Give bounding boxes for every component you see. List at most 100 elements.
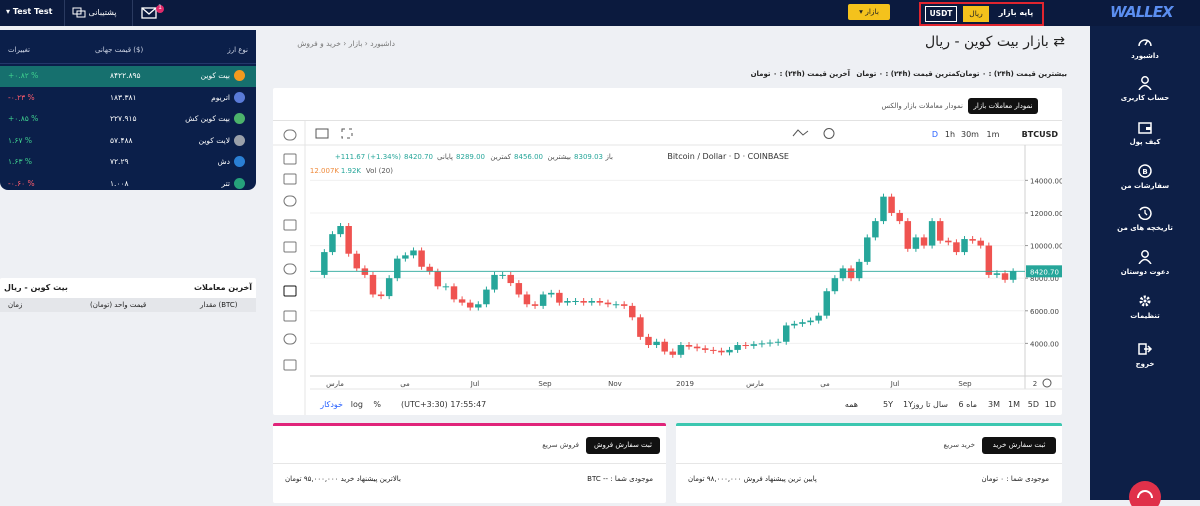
- indicator-button[interactable]: [823, 128, 835, 139]
- nav-label[interactable]: تنظیمات: [1130, 312, 1160, 320]
- candle: [466, 302, 474, 308]
- candle: [807, 320, 814, 323]
- candle: [661, 341, 668, 352]
- fullscreen-button[interactable]: [341, 128, 353, 139]
- market-button-label[interactable]: بازار: [865, 7, 879, 16]
- range-button[interactable]: همه: [845, 400, 858, 409]
- nav-icon: [1138, 206, 1152, 220]
- nav-item[interactable]: خروج: [1090, 342, 1200, 368]
- drawing-tool[interactable]: [283, 195, 297, 207]
- nav-item[interactable]: داشبورد: [1090, 34, 1200, 60]
- scale-option[interactable]: %: [373, 400, 381, 409]
- nav-label[interactable]: حساب کاربری: [1120, 94, 1170, 102]
- scale-option[interactable]: خودکار: [319, 400, 343, 409]
- breadcrumb-item[interactable]: بازار: [348, 39, 363, 48]
- interval[interactable]: 1h: [945, 130, 955, 139]
- symbol[interactable]: BTCUSD: [1022, 130, 1059, 139]
- nav-icon: [1138, 39, 1152, 47]
- drawing-tool[interactable]: [283, 285, 297, 297]
- market-row[interactable]: -۰.۶۰ % ۱.۰۰۸ تتر: [0, 174, 256, 195]
- range-button[interactable]: 5Y: [883, 400, 893, 409]
- user-menu[interactable]: ▾ Test Test: [6, 7, 53, 16]
- nav-item[interactable]: کیف پول: [1090, 120, 1200, 146]
- market-button[interactable]: بازار ▾: [848, 4, 890, 20]
- market-row[interactable]: ۱.۶۷ % ۵۷.۴۸۸ لایت کوین: [0, 131, 256, 152]
- last-price-tag: [1026, 265, 1062, 278]
- nav-label[interactable]: سفارشات من: [1120, 182, 1170, 190]
- drawing-tool[interactable]: [283, 219, 297, 231]
- candle: [604, 302, 612, 305]
- drawing-tool[interactable]: [283, 263, 297, 275]
- drawing-tool[interactable]: [283, 241, 297, 253]
- buy-order-button[interactable]: ثبت سفارش خرید: [982, 437, 1056, 454]
- nav-label[interactable]: دعوت دوستان: [1120, 268, 1170, 276]
- base-option[interactable]: ریال: [963, 6, 989, 22]
- column-header: مقدار (BTC): [200, 301, 238, 309]
- scale-option[interactable]: log: [351, 400, 363, 409]
- chart-tab[interactable]: نمودار معاملات بازار والکس: [881, 102, 963, 110]
- nav-item[interactable]: تاریخچه های من: [1090, 206, 1200, 232]
- user-name[interactable]: Test Test: [12, 7, 53, 16]
- nav-item[interactable]: تنظیمات: [1090, 294, 1200, 320]
- range-button[interactable]: 1M: [1008, 400, 1020, 409]
- help-button[interactable]: [1124, 476, 1166, 506]
- candle: [758, 343, 766, 345]
- nav-item[interactable]: B سفارشات من: [1090, 164, 1200, 190]
- column-header: نوع ارز: [227, 46, 248, 54]
- candle: [823, 291, 830, 316]
- drawing-tool[interactable]: [283, 153, 297, 165]
- mail-icon[interactable]: [140, 4, 168, 22]
- candle: [564, 301, 571, 303]
- breadcrumb-item[interactable]: داشبورد: [370, 39, 395, 48]
- interval[interactable]: D: [932, 130, 938, 139]
- chart-tab-active[interactable]: نمودار معاملات بازار جهانی: [968, 98, 1038, 126]
- quick-sell-tab[interactable]: فروش سریع: [542, 441, 579, 449]
- ohlc-legend: کمترین: [490, 153, 511, 161]
- drawing-tool[interactable]: [283, 310, 297, 322]
- market-row[interactable]: +۰.۸۵ % ۲۲۷.۹۱۵ بیت کوین کش: [0, 109, 256, 130]
- quick-buy-tab[interactable]: خرید سریع: [943, 441, 975, 449]
- market-row[interactable]: ۱.۶۳ % ۷۲.۲۹ دش: [0, 152, 256, 173]
- range-button[interactable]: 3M: [988, 400, 1000, 409]
- range-button[interactable]: 1D: [1045, 400, 1056, 409]
- support-label[interactable]: پشتیبانی: [88, 8, 117, 17]
- nav-label[interactable]: خروج: [1135, 360, 1155, 368]
- drawing-tool[interactable]: [283, 129, 297, 141]
- range-button[interactable]: سال تا روز: [911, 400, 949, 409]
- drawing-tool[interactable]: [283, 173, 297, 185]
- nav-label[interactable]: داشبورد: [1131, 52, 1159, 60]
- compare-button[interactable]: [792, 129, 809, 137]
- sell-order-button[interactable]: ثبت سفارش فروش: [586, 437, 660, 454]
- range-button[interactable]: 1Y: [903, 400, 913, 409]
- change: ۱.۶۷ %: [8, 135, 32, 145]
- logo[interactable]: WALLEX: [1110, 3, 1174, 21]
- market-row[interactable]: +۰.۸۲ % ۸۴۲۲.۸۹۵ بیت کوین: [0, 66, 256, 87]
- axis-settings[interactable]: [1042, 378, 1052, 388]
- volume-legend: 12.007K: [310, 167, 339, 175]
- candle: [969, 239, 976, 241]
- screenshot-button[interactable]: [315, 128, 329, 139]
- breadcrumb-item[interactable]: خرید و فروش: [297, 39, 341, 48]
- nav-item[interactable]: دعوت دوستان: [1090, 250, 1200, 276]
- base-option[interactable]: USDT: [925, 6, 957, 22]
- coin-name: دش: [217, 157, 231, 166]
- change: -۰.۶۰ %: [8, 178, 35, 188]
- interval[interactable]: 1m: [987, 130, 1000, 139]
- nav-label[interactable]: کیف پول: [1129, 138, 1161, 146]
- stat: بیشترین قیمت (۲۴h) : ۰ تومان: [959, 70, 1067, 78]
- candle: [345, 226, 352, 254]
- support-link[interactable]: پشتیبانی: [72, 7, 116, 18]
- nav-item[interactable]: حساب کاربری: [1090, 76, 1200, 102]
- drawing-tool[interactable]: [283, 359, 297, 371]
- divider: [273, 463, 666, 464]
- nav-label[interactable]: تاریخچه های من: [1117, 224, 1173, 232]
- candle: [556, 292, 563, 303]
- range-button[interactable]: 6 ماه: [958, 400, 977, 409]
- nav-icon: [1138, 122, 1152, 134]
- market-row[interactable]: -۰.۲۳ % ۱۸۳.۳۸۱ اتریوم: [0, 88, 256, 109]
- interval[interactable]: 30m: [961, 130, 979, 139]
- range-button[interactable]: 5D: [1028, 400, 1039, 409]
- candle: [669, 351, 677, 355]
- drawing-tool[interactable]: [283, 333, 297, 345]
- x-tick-label: Nov: [608, 380, 622, 388]
